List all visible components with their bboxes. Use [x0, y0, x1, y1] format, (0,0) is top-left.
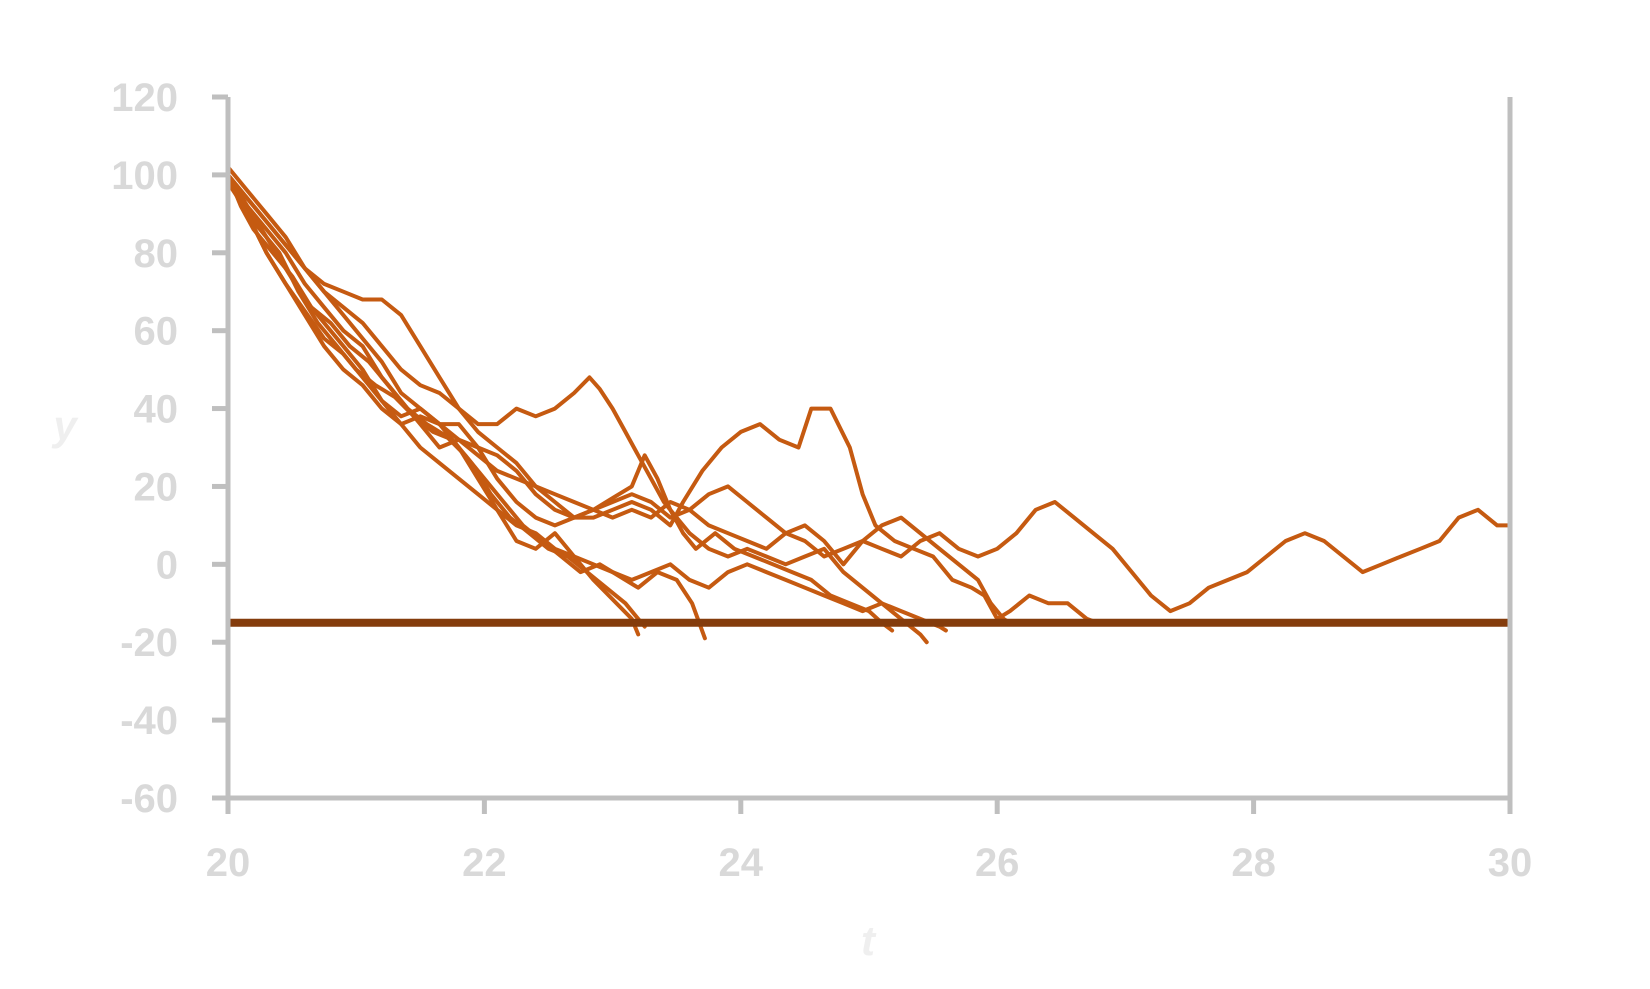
x-tick-label: 30	[1488, 841, 1533, 885]
x-tick-label: 28	[1231, 841, 1276, 885]
series-line	[226, 172, 1100, 625]
y-tick-label: -60	[120, 777, 178, 821]
x-tick-label: 22	[462, 841, 507, 885]
y-tick-label: 80	[134, 232, 179, 276]
y-tick-label: -40	[120, 699, 178, 743]
series-line	[226, 172, 1512, 614]
y-tick-label: 0	[156, 543, 178, 587]
series-line	[226, 172, 1012, 625]
y-tick-label: -20	[120, 621, 178, 665]
y-tick-label: 60	[134, 310, 179, 354]
series-line	[226, 165, 929, 645]
series-line	[226, 172, 707, 641]
series-paths	[226, 165, 1512, 645]
y-axis-ticks: -60 -40 -20 0 20 40 60 80 100 120	[111, 76, 228, 821]
y-axis-title: y	[51, 402, 79, 449]
y-tick-label: 20	[134, 465, 179, 509]
y-tick-label: 40	[134, 388, 179, 432]
series-line	[226, 180, 647, 629]
y-tick-label: 100	[111, 154, 178, 198]
x-axis-ticks: 20 22 24 26 28 30	[206, 798, 1533, 885]
x-tick-label: 24	[719, 841, 764, 885]
x-tick-label: 26	[975, 841, 1020, 885]
axes: -60 -40 -20 0 20 40 60 80 100 120 20 22 24 26 28 30	[111, 76, 1532, 885]
x-axis-title: t	[861, 917, 877, 964]
x-tick-label: 20	[206, 841, 251, 885]
series-line	[226, 172, 948, 633]
y-tick-label: 120	[111, 76, 178, 120]
